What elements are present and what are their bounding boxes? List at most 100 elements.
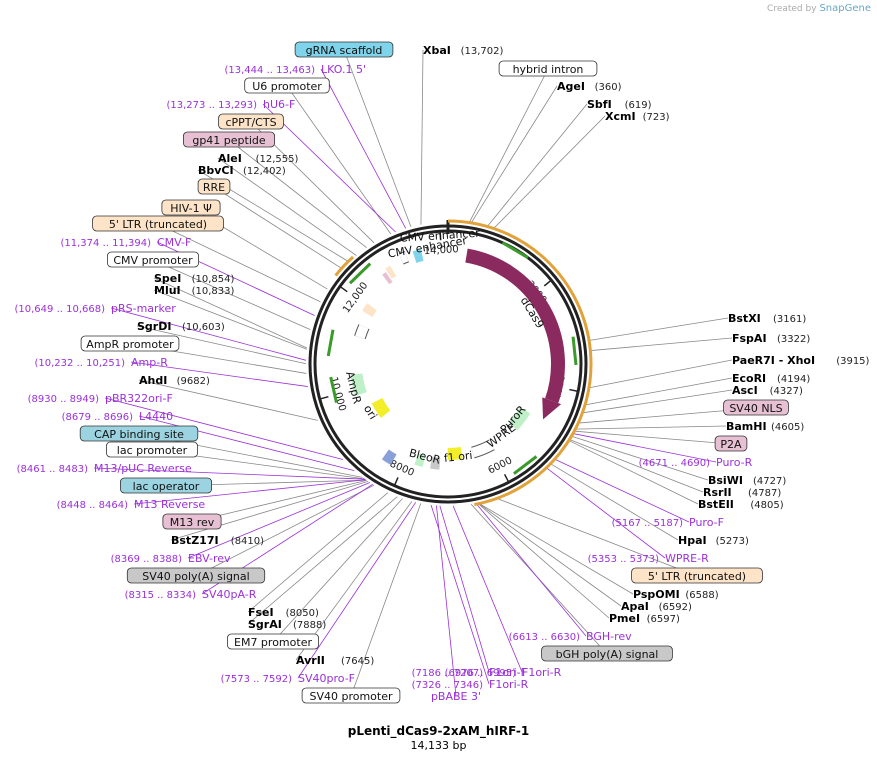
- leader-line: [436, 505, 457, 697]
- restriction-site-label: BamHI (4605): [726, 420, 804, 433]
- site-name: PaeR7I - XhoI: [732, 354, 815, 367]
- restriction-site-label: BbvCI (12,402): [198, 164, 286, 177]
- leader-line: [247, 496, 398, 625]
- feature-box: [80, 335, 180, 352]
- site-coordinate: (4194): [777, 374, 810, 385]
- promoter-arrow: [326, 329, 335, 357]
- site-name: ApaI: [621, 600, 649, 613]
- restriction-site-label: BsiWI (4727): [708, 474, 786, 487]
- primer-coordinate: (11,374 .. 11,394): [61, 238, 152, 249]
- primer-name: F1ori-F: [489, 666, 527, 679]
- site-coordinate: (8050): [286, 608, 319, 619]
- site-coordinate: (10,833): [192, 286, 235, 297]
- site-name: RsrII: [703, 486, 732, 499]
- feature-box: [106, 441, 198, 458]
- site-coordinate: (10,854): [192, 274, 235, 285]
- site-name: SgrAI: [248, 618, 282, 631]
- promoter-arrow: [348, 262, 372, 285]
- feature-box: [541, 645, 673, 662]
- feature-box: [120, 477, 212, 494]
- restriction-site-label: AleI (12,555): [218, 152, 298, 165]
- feature-name: AmpR promoter: [86, 338, 174, 351]
- primer-coordinate: (10,649 .. 10,668): [15, 304, 106, 315]
- outer-labels: gRNA scaffold XbaI (13,702) (13,444 .. 13,4…: [15, 41, 870, 704]
- leader-line: [470, 85, 558, 225]
- primer-label: (8930 .. 8949) pBR322ori-F: [28, 392, 173, 405]
- feature-label: hybrid intron: [498, 60, 598, 77]
- primer-label: (10,232 .. 10,251) Amp-R: [35, 356, 169, 369]
- restriction-site-label: ApaI (6592): [621, 600, 692, 613]
- inner-feature-label: ori: [361, 403, 380, 422]
- leader-line: [567, 439, 699, 505]
- plasmid-name: pLenti_dCas9-2xAM_hIRF-1: [347, 724, 530, 738]
- primer-name: EBV-rev: [188, 552, 231, 565]
- site-name: BsiWI: [708, 474, 743, 487]
- leader-line: [475, 502, 587, 637]
- feature-name: gRNA scaffold: [306, 44, 383, 57]
- primer-label: (8369 .. 8388) EBV-rev: [111, 552, 231, 565]
- leader-line: [272, 498, 403, 643]
- promoter-arrow: [512, 455, 538, 475]
- site-coordinate: (4805): [750, 500, 783, 511]
- sv40-block: [430, 456, 441, 470]
- hiv-psi-block: [362, 303, 377, 318]
- snapgene-logo: SnapGene: [819, 3, 871, 14]
- site-coordinate: (4605): [771, 422, 804, 433]
- primer-label: (10,649 .. 10,668) pRS-marker: [15, 302, 177, 315]
- leader-line: [138, 379, 318, 421]
- primer-name: CMV-F: [157, 236, 191, 249]
- ori-block: [371, 397, 391, 418]
- restriction-site-label: BstZ17I (8410): [171, 534, 264, 547]
- restriction-site-label: AhdI (9682): [139, 374, 210, 387]
- primer-name: pBR322ori-F: [105, 392, 173, 405]
- promoter-arrow: [329, 376, 338, 403]
- inner-feature-label: BleoR: [408, 446, 442, 466]
- feature-name: lac operator: [133, 480, 200, 493]
- leader-line: [587, 359, 733, 389]
- feature-name: U6 promoter: [252, 80, 322, 93]
- leader-line: [492, 115, 606, 230]
- feature-label: 5' LTR (truncated): [92, 215, 224, 232]
- feature-name: bGH poly(A) signal: [556, 648, 659, 661]
- site-coordinate: (5273): [716, 536, 749, 547]
- primer-label: (13,444 .. 13,463) LKO.1 5': [225, 63, 366, 76]
- leader-line: [104, 397, 344, 460]
- primer-label: pBABE 3': [431, 690, 481, 703]
- leader-line: [343, 49, 412, 228]
- tick-mark: [543, 279, 552, 287]
- site-name: BstEII: [698, 498, 734, 511]
- feature-label: SV40 NLS: [723, 399, 789, 416]
- feature-name: P2A: [720, 438, 742, 451]
- leader-line: [133, 479, 366, 505]
- site-coordinate: (360): [595, 82, 622, 93]
- dcas9-arrow: [465, 248, 565, 404]
- leader-line: [110, 307, 307, 361]
- site-name: BstXI: [728, 312, 761, 325]
- leader-line: [430, 504, 490, 685]
- primer-name: pBABE 3': [431, 690, 481, 703]
- site-name: HpaI: [678, 534, 707, 547]
- leader-line: [247, 492, 389, 613]
- site-coordinate: (723): [643, 112, 670, 123]
- site-name: FseI: [248, 606, 274, 619]
- leader-line: [468, 68, 549, 224]
- site-name: AhdI: [139, 374, 167, 387]
- site-coordinate: (4327): [770, 386, 803, 397]
- restriction-site-label: FspAI (3322): [732, 332, 810, 345]
- site-coordinate: (12,555): [256, 154, 299, 165]
- leader-line: [477, 502, 610, 619]
- feature-box: [79, 425, 199, 442]
- credit-prefix: Created by: [767, 4, 817, 14]
- primer-coordinate: (8930 .. 8949): [28, 394, 100, 405]
- feature-box: [226, 633, 319, 650]
- site-coordinate: (4787): [748, 488, 781, 499]
- site-coordinate: (10,603): [182, 322, 225, 333]
- restriction-site-label: AvrII (7645): [296, 654, 374, 667]
- feature-box: [714, 435, 748, 452]
- leader-line: [545, 466, 666, 559]
- feature-label: gp41 peptide: [182, 131, 275, 148]
- primer-label: (4671 .. 4690) Puro-R: [639, 456, 753, 469]
- restriction-site-label: PspOMI (6588): [633, 588, 719, 601]
- site-coordinate: (7645): [341, 656, 374, 667]
- primer-name: L4440: [139, 410, 173, 423]
